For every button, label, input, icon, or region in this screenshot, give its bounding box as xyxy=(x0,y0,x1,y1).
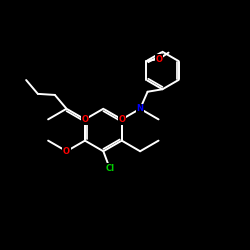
Text: O: O xyxy=(156,54,162,64)
Text: O: O xyxy=(118,115,125,124)
Text: N: N xyxy=(137,104,144,113)
Text: Cl: Cl xyxy=(105,164,114,173)
Text: O: O xyxy=(82,115,88,124)
Text: O: O xyxy=(63,147,70,156)
